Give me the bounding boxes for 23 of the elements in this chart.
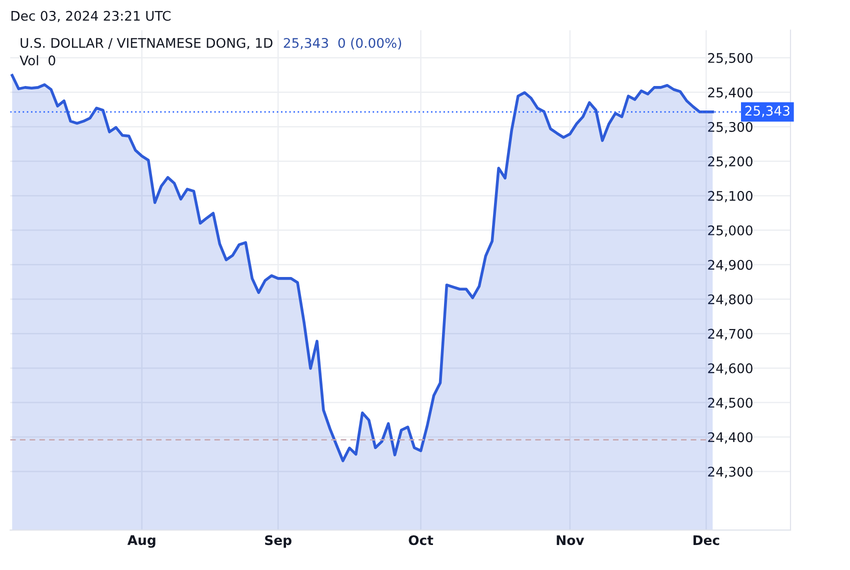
- text: Dec 03, 2024 23:21 UTC: [11, 10, 171, 22]
- x-tick-label: Oct: [408, 535, 434, 546]
- x-tick-label: Sep: [265, 535, 292, 548]
- annotation: 25,343 0 (0.00%): [284, 38, 402, 50]
- y-tick-label: 25,300: [708, 122, 752, 134]
- y-tick-label: 24,400: [708, 432, 752, 444]
- ref-line-label: 25,343: [745, 106, 790, 118]
- y-tick-label: 24,600: [708, 363, 752, 375]
- y-tick-label: 24,300: [708, 466, 752, 478]
- y-tick-label: 25,100: [708, 190, 752, 202]
- x-tick-label: Aug: [127, 535, 156, 548]
- annotation: Vol 0: [20, 55, 56, 66]
- x-tick-label: Dec: [694, 535, 720, 546]
- y-tick-label: 24,500: [708, 398, 752, 410]
- y-tick-label: 25,000: [708, 225, 752, 237]
- y-tick-label: 24,900: [708, 260, 752, 272]
- y-tick-label: 25,500: [708, 53, 752, 64]
- y-tick-label: 25,400: [708, 87, 752, 99]
- y-tick-label: 25,200: [708, 156, 752, 168]
- x-tick-label: Nov: [556, 535, 584, 546]
- y-tick-label: 24,700: [708, 328, 752, 340]
- y-tick-label: 24,800: [708, 294, 752, 306]
- text: U.S. DOLLAR / VIETNAMESE DONG, 1D: [20, 38, 272, 50]
